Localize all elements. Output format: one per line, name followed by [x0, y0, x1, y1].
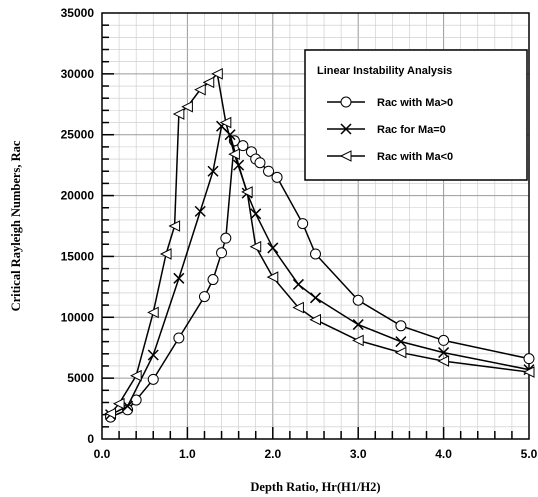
data-point	[266, 271, 279, 283]
data-point	[292, 278, 304, 290]
data-point	[438, 334, 450, 346]
y-tick-label: 15000	[61, 249, 95, 263]
series-line	[109, 72, 530, 414]
data-point	[228, 148, 240, 160]
data-point	[159, 248, 172, 260]
legend-marker	[339, 150, 352, 162]
axis-ticks	[102, 24, 513, 439]
legend-label: Rac for Ma=0	[377, 124, 446, 136]
legend-label: Rac with Ma>0	[377, 97, 453, 109]
legend-marker	[340, 96, 352, 108]
data-point	[104, 407, 117, 420]
y-tick-label: 0	[87, 432, 94, 446]
data-point	[250, 208, 262, 220]
x-tick-label: 1.0	[179, 447, 196, 461]
data-point	[173, 332, 185, 344]
legend-item: Rac with Ma<0	[327, 150, 453, 163]
data-point	[394, 346, 407, 359]
data-point	[523, 353, 535, 365]
y-tick-label: 20000	[61, 189, 95, 203]
data-point	[220, 232, 232, 244]
y-tick-label: 30000	[61, 67, 95, 81]
x-tick-label: 5.0	[521, 447, 538, 461]
data-point	[254, 157, 266, 169]
legend-marker	[340, 123, 352, 135]
data-point	[147, 373, 159, 385]
x-tick-label: 0.0	[94, 447, 111, 461]
series-line	[110, 139, 530, 418]
x-tick-label: 3.0	[350, 447, 367, 461]
series-layer	[104, 68, 535, 423]
y-tick-label: 25000	[61, 128, 95, 142]
data-point	[173, 272, 185, 284]
legend-item: Rac for Ma=0	[327, 123, 446, 136]
data-point	[168, 220, 181, 232]
data-point	[130, 369, 142, 382]
data-point	[352, 334, 364, 347]
data-point	[219, 116, 232, 129]
legend-label: Rac with Ma<0	[377, 151, 453, 163]
x-tick-label: 2.0	[264, 447, 281, 461]
data-point	[271, 171, 283, 183]
legend-item: Rac with Ma>0	[327, 96, 453, 109]
data-point	[522, 366, 535, 378]
data-point	[437, 355, 450, 367]
data-point	[241, 186, 253, 198]
legend: Linear Instability Analysis Rac with Ma>…	[304, 49, 528, 181]
data-point	[292, 301, 304, 314]
data-point	[310, 248, 321, 260]
data-point	[211, 68, 223, 80]
data-point	[147, 306, 159, 319]
data-point	[395, 320, 407, 332]
x-axis-title: Depth Ratio, Hr(H1/H2)	[250, 480, 380, 494]
legend-box	[304, 49, 528, 181]
y-axis-title: Critical Rayleigh Numbers, Rac	[9, 140, 23, 311]
data-point	[172, 108, 185, 120]
data-point	[309, 292, 322, 304]
data-point	[249, 240, 262, 253]
data-point	[224, 129, 236, 141]
data-point	[202, 76, 215, 89]
data-point	[438, 347, 450, 359]
data-point	[309, 313, 321, 326]
data-point	[395, 336, 407, 348]
data-point	[194, 205, 206, 217]
data-point	[263, 165, 275, 177]
data-point	[198, 291, 210, 303]
data-point	[194, 83, 206, 96]
legend-title: Linear Instability Analysis	[317, 65, 452, 77]
data-point	[207, 165, 219, 177]
data-point	[297, 218, 309, 230]
legend-items: Rac with Ma>0 Rac for Ma=0 Rac with Ma<0	[327, 96, 453, 163]
y-tick-label: 10000	[61, 310, 95, 324]
plot-frame	[101, 12, 530, 440]
data-point	[267, 242, 279, 254]
series-3	[104, 68, 535, 420]
y-tick-label: 35000	[61, 6, 95, 20]
data-point	[352, 294, 364, 306]
data-point	[352, 319, 364, 331]
data-point	[237, 140, 249, 152]
x-tick-label: 4.0	[435, 447, 452, 461]
data-point	[216, 247, 228, 259]
data-point	[112, 397, 125, 410]
data-point	[207, 274, 219, 286]
data-point	[147, 349, 159, 361]
data-point	[181, 100, 193, 113]
y-tick-label: 5000	[67, 371, 94, 385]
